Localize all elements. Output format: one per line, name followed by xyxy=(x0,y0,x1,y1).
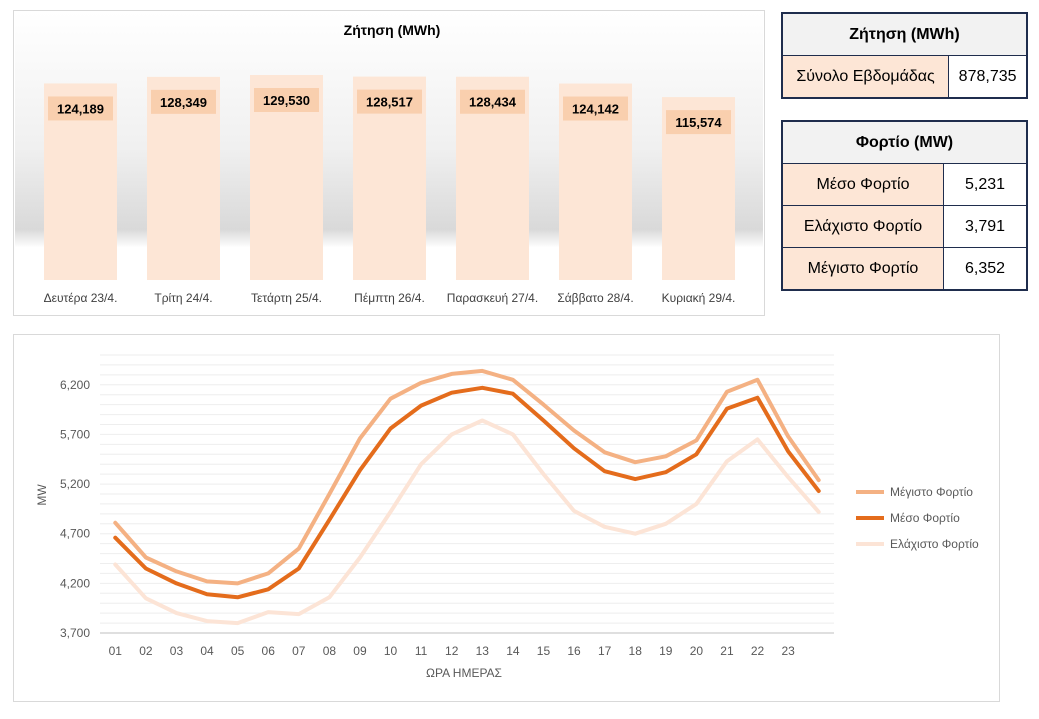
legend-label: Μέσο Φορτίο xyxy=(890,511,960,525)
bar-label-bg xyxy=(151,89,216,114)
x-tick-label: 22 xyxy=(751,644,765,658)
y-tick-label: 5,700 xyxy=(60,427,90,441)
y-tick-label: 4,700 xyxy=(60,527,90,541)
legend-label: Ελάχιστο Φορτίο xyxy=(890,537,979,551)
x-tick-label: 07 xyxy=(292,644,306,658)
series-line xyxy=(113,368,821,586)
x-tick-label: 08 xyxy=(323,644,337,658)
bar-value-label: 124,189 xyxy=(57,101,104,116)
weekly-total-value: 878,735 xyxy=(948,55,1028,99)
x-tick-label: 04 xyxy=(200,644,214,658)
category-label: Σάββατο 28/4. xyxy=(557,291,633,305)
x-tick-label: 14 xyxy=(506,644,520,658)
bar-value-label: 128,517 xyxy=(366,95,413,110)
line-chart-panel: 3,700 4,200 4,700 5,200 5,700 6,200 01 02 03 04 05… xyxy=(13,334,1000,702)
y-tick-label: 6,200 xyxy=(60,378,90,392)
x-tick-label: 10 xyxy=(384,644,398,658)
bar-label-bg xyxy=(666,110,731,135)
category-label: Πέμπτη 26/4. xyxy=(354,291,425,305)
x-tick-label: 12 xyxy=(445,644,459,658)
x-tick-label: 15 xyxy=(537,644,551,658)
load-table: Φορτίο (MW) Μέσο Φορτίο 5,231 Ελάχιστο Φ… xyxy=(781,120,1028,291)
bar-label-bg xyxy=(563,96,628,121)
bar-label-bg xyxy=(48,96,113,121)
x-tick-label: 18 xyxy=(629,644,643,658)
x-tick-label: 09 xyxy=(353,644,367,658)
legend-label: Μέγιστο Φορτίο xyxy=(890,485,973,499)
y-tick-label: 5,200 xyxy=(60,477,90,491)
demand-bar-chart: Ζήτηση (MWh) 124,189 Δευτέρα 23/4. 128,349… xyxy=(15,12,763,314)
x-tick-label: 21 xyxy=(720,644,734,658)
y-tick-label: 4,200 xyxy=(60,576,90,590)
y-axis-title: MW xyxy=(35,484,49,506)
x-tick-label: 16 xyxy=(567,644,581,658)
y-tick-label: 3,700 xyxy=(60,626,90,640)
x-tick-label: 23 xyxy=(781,644,795,658)
x-tick-label: 03 xyxy=(170,644,184,658)
load-row-label: Μέγιστο Φορτίο xyxy=(781,247,944,291)
x-axis-title: ΩΡΑ ΗΜΕΡΑΣ xyxy=(426,666,502,680)
load-row-label: Ελάχιστο Φορτίο xyxy=(781,205,944,248)
x-tick-label: 13 xyxy=(476,644,490,658)
x-tick-label: 01 xyxy=(109,644,123,658)
bar-value-label: 128,434 xyxy=(469,95,517,110)
x-tick-label: 05 xyxy=(231,644,245,658)
bar-label-bg xyxy=(357,89,422,114)
x-tick-label: 11 xyxy=(415,644,428,658)
x-tick-label: 20 xyxy=(690,644,704,658)
category-label: Τετάρτη 25/4. xyxy=(251,291,322,305)
load-table-header: Φορτίο (MW) xyxy=(781,120,1028,164)
bar-value-label: 124,142 xyxy=(572,102,619,117)
load-row-value: 6,352 xyxy=(943,247,1028,291)
category-label: Δευτέρα 23/4. xyxy=(44,291,118,305)
category-label: Κυριακή 29/4. xyxy=(662,291,736,305)
category-label: Παρασκευή 27/4. xyxy=(447,291,538,305)
series-line xyxy=(113,418,821,626)
bar-value-label: 115,574 xyxy=(675,115,722,130)
load-row-label: Μέσο Φορτίο xyxy=(781,163,944,206)
load-row-value: 5,231 xyxy=(943,163,1028,206)
load-row-value: 3,791 xyxy=(943,205,1028,248)
hourly-load-line-chart: 3,700 4,200 4,700 5,200 5,700 6,200 01 02 03 04 05… xyxy=(35,354,979,680)
bar-label-bg xyxy=(460,89,525,114)
x-tick-label: 06 xyxy=(262,644,276,658)
weekly-demand-table: Ζήτηση (MWh) Σύνολο Εβδομάδας 878,735 xyxy=(781,12,1028,99)
series-line xyxy=(113,385,821,600)
bar-chart-title: Ζήτηση (MWh) xyxy=(344,22,441,38)
x-tick-label: 17 xyxy=(598,644,612,658)
category-label: Τρίτη 24/4. xyxy=(154,291,212,305)
bar-value-label: 128,349 xyxy=(160,95,207,110)
bar-value-label: 129,530 xyxy=(263,93,310,108)
bar-label-bg xyxy=(254,88,319,112)
x-tick-label: 19 xyxy=(659,644,673,658)
bar-chart-panel: Ζήτηση (MWh) 124,189 Δευτέρα 23/4. 128,349… xyxy=(13,10,765,316)
x-tick-label: 02 xyxy=(139,644,153,658)
weekly-total-label: Σύνολο Εβδομάδας xyxy=(781,55,950,99)
demand-table-header: Ζήτηση (MWh) xyxy=(781,12,1028,56)
